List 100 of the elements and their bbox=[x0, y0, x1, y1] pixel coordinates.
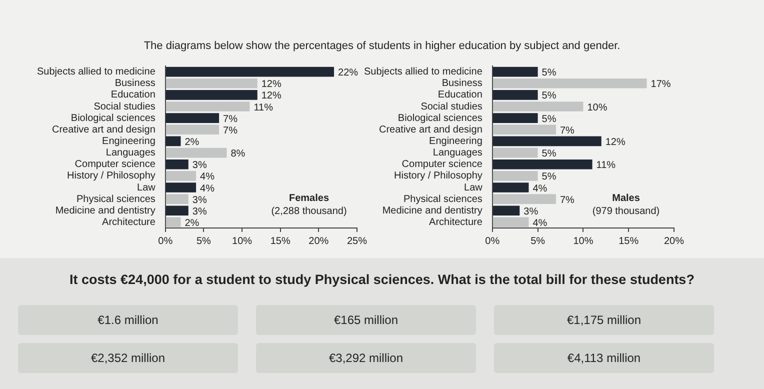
data-label: 10% bbox=[587, 102, 608, 114]
bar bbox=[166, 206, 188, 216]
text: €165 million bbox=[256, 305, 476, 335]
data-label: 4% bbox=[532, 183, 548, 194]
data-label: 3% bbox=[192, 206, 207, 218]
y-tick-label: Law bbox=[464, 182, 484, 194]
data-label: 12% bbox=[261, 79, 282, 90]
x-tick-label: 5% bbox=[196, 236, 212, 247]
y-tick-label: Engineering bbox=[102, 136, 156, 147]
y-tick-label: Physical sciences bbox=[403, 194, 482, 205]
bar bbox=[166, 182, 196, 192]
bar bbox=[492, 90, 538, 100]
data-label: 7% bbox=[560, 194, 575, 206]
text: €3,292 million bbox=[256, 343, 476, 373]
data-label: 22% bbox=[338, 68, 358, 79]
y-tick-label: Law bbox=[137, 182, 156, 194]
bar bbox=[166, 66, 334, 77]
x-tick-label: 20% bbox=[664, 236, 684, 247]
bar bbox=[492, 182, 529, 192]
y-tick-label: Subjects allied to medicine bbox=[364, 66, 483, 78]
bar bbox=[492, 136, 602, 146]
bar bbox=[166, 217, 181, 228]
data-label: 8% bbox=[230, 148, 246, 160]
y-tick-label: Social studies bbox=[94, 101, 156, 112]
annotation: Males bbox=[612, 192, 640, 204]
bar bbox=[166, 102, 250, 112]
data-label: 12% bbox=[605, 136, 626, 148]
bar bbox=[492, 124, 556, 135]
x-tick-label: 5% bbox=[530, 236, 546, 247]
y-tick-label: Creative art and design bbox=[52, 124, 156, 136]
data-label: 4% bbox=[200, 172, 215, 183]
bar bbox=[492, 206, 520, 216]
data-label: 7% bbox=[223, 114, 238, 125]
y-tick-label: Physical sciences bbox=[76, 194, 156, 205]
y-tick-label: Languages bbox=[106, 148, 156, 159]
y-tick-label: Business bbox=[442, 78, 482, 90]
data-label: 7% bbox=[560, 125, 575, 136]
data-label: 3% bbox=[192, 194, 207, 206]
bar bbox=[166, 159, 188, 170]
y-tick-label: Architecture bbox=[429, 216, 483, 228]
y-tick-label: Languages bbox=[432, 148, 482, 159]
data-label: 5% bbox=[542, 68, 556, 79]
y-tick-label: Medicine and dentistry bbox=[55, 205, 156, 216]
bar bbox=[166, 171, 196, 181]
x-tick-label: 0% bbox=[485, 236, 500, 247]
x-tick-label: 25% bbox=[346, 236, 368, 247]
bar bbox=[166, 90, 258, 100]
data-label: 2% bbox=[184, 218, 200, 229]
y-tick-label: Business bbox=[114, 78, 156, 90]
text: €1.6 million bbox=[18, 305, 238, 335]
bar bbox=[492, 102, 584, 112]
text: It costs €24,000 for a student to study Physical sciences. What is the total bill for these students? bbox=[68, 272, 696, 287]
x-tick-label: 15% bbox=[618, 236, 639, 247]
y-tick-label: Medicine and dentistry bbox=[382, 205, 482, 216]
bar bbox=[492, 159, 592, 170]
y-tick-label: Creative art and design bbox=[378, 124, 482, 136]
y-tick-label: Subjects allied to medicine bbox=[36, 66, 156, 78]
data-label: 3% bbox=[192, 160, 207, 172]
data-label: 5% bbox=[542, 90, 556, 102]
text: €2,352 million bbox=[18, 343, 238, 373]
bar bbox=[166, 148, 227, 158]
x-tick-label: 0% bbox=[158, 236, 173, 247]
text: €1,175 million bbox=[494, 305, 714, 335]
x-tick-label: 10% bbox=[232, 236, 252, 247]
bar bbox=[492, 66, 538, 77]
bar bbox=[492, 113, 538, 123]
data-label: 12% bbox=[261, 90, 282, 102]
data-label: 5% bbox=[542, 148, 556, 160]
data-label: 17% bbox=[650, 79, 671, 90]
bar bbox=[166, 136, 181, 146]
x-tick-label: 20% bbox=[308, 236, 329, 247]
y-tick-label: Education bbox=[110, 90, 156, 101]
bar bbox=[166, 194, 188, 204]
x-tick-label: 10% bbox=[573, 236, 594, 247]
y-tick-label: Computer science bbox=[402, 159, 483, 170]
data-label: 2% bbox=[184, 136, 200, 148]
data-label: 11% bbox=[254, 102, 274, 114]
y-tick-label: Architecture bbox=[102, 216, 156, 228]
data-label: 11% bbox=[596, 160, 616, 172]
bar bbox=[166, 124, 220, 135]
bar bbox=[492, 171, 538, 181]
bar bbox=[492, 194, 556, 204]
y-tick-label: Biological sciences bbox=[70, 112, 156, 124]
bar bbox=[492, 78, 647, 88]
data-label: 7% bbox=[223, 125, 238, 136]
annotation: (979 thousand) bbox=[592, 206, 660, 217]
y-tick-label: History / Philosophy bbox=[394, 170, 482, 182]
bar bbox=[166, 78, 258, 88]
y-tick-label: Computer science bbox=[74, 159, 156, 170]
y-tick-label: Education bbox=[438, 90, 482, 101]
bar bbox=[492, 148, 538, 158]
bar bbox=[166, 113, 220, 123]
data-label: 4% bbox=[200, 183, 215, 194]
y-tick-label: Engineering bbox=[429, 136, 482, 147]
annotation: (2,288 thousand) bbox=[271, 206, 347, 217]
y-tick-label: History / Philosophy bbox=[67, 170, 156, 182]
annotation: Females bbox=[288, 192, 330, 204]
text: €4,113 million bbox=[494, 343, 714, 373]
y-tick-label: Biological sciences bbox=[398, 112, 482, 124]
data-label: 3% bbox=[524, 206, 538, 218]
